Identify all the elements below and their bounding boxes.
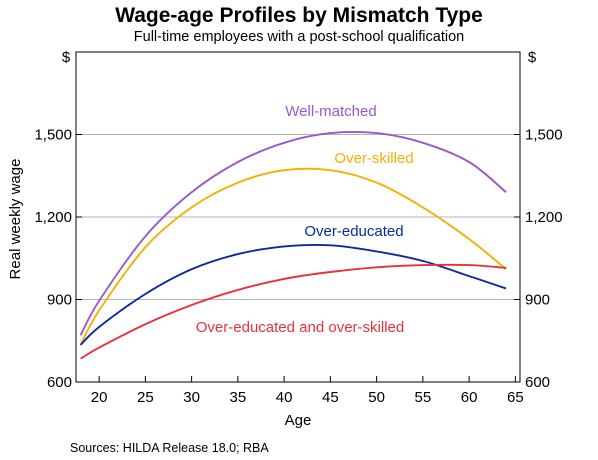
x-tick-label: 40	[276, 389, 293, 406]
tick-marks	[76, 134, 520, 383]
y-tick-label-right: 1,200	[525, 209, 563, 226]
series-line	[79, 130, 507, 336]
gridlines	[76, 134, 520, 300]
chart-subtitle: Full-time employees with a post-school q…	[133, 29, 465, 45]
x-tick-label: 60	[461, 389, 478, 406]
y-axis-title: Real weekly wage	[7, 159, 24, 280]
y-tick-label-left: 600	[47, 374, 72, 391]
series-line	[80, 263, 507, 360]
series-annotation: Over-educated	[304, 223, 403, 240]
y-tick-label-right: 900	[525, 292, 550, 309]
x-tick-label: 35	[230, 389, 247, 406]
x-axis-title: Age	[285, 412, 312, 429]
x-tick-label: 55	[415, 389, 432, 406]
series-annotation: Over-educated and over-skilled	[196, 319, 404, 336]
x-tick-label: 25	[137, 389, 154, 406]
chart-source: Sources: HILDA Release 18.0; RBA	[70, 441, 269, 455]
x-tick-label: 50	[368, 389, 385, 406]
y-tick-label-left: 1,200	[34, 209, 72, 226]
y-tick-label-left: 1,500	[34, 127, 72, 144]
tick-labels: 600 600 900 900 1,200 1,200 1,500 1,500 20 25 30 35…	[34, 127, 562, 407]
y-tick-label-right: 1,500	[525, 127, 563, 144]
x-tick-label: 20	[91, 389, 108, 406]
y-unit-right: $	[528, 49, 537, 66]
x-tick-label: 45	[322, 389, 339, 406]
series-annotation: Over-skilled	[334, 150, 413, 167]
x-tick-label: 65	[507, 389, 524, 406]
chart-title: Wage-age Profiles by Mismatch Type	[115, 4, 483, 27]
series-annotation: Well-matched	[285, 103, 376, 120]
x-tick-label: 30	[183, 389, 200, 406]
series-annotations: Well-matched Over-skilled Over-educated Ove…	[196, 103, 414, 336]
series-line	[79, 167, 507, 346]
y-tick-label-left: 900	[47, 292, 72, 309]
y-unit-left: $	[62, 49, 71, 66]
series-lines	[79, 130, 507, 360]
y-tick-label-right: 600	[525, 374, 550, 391]
